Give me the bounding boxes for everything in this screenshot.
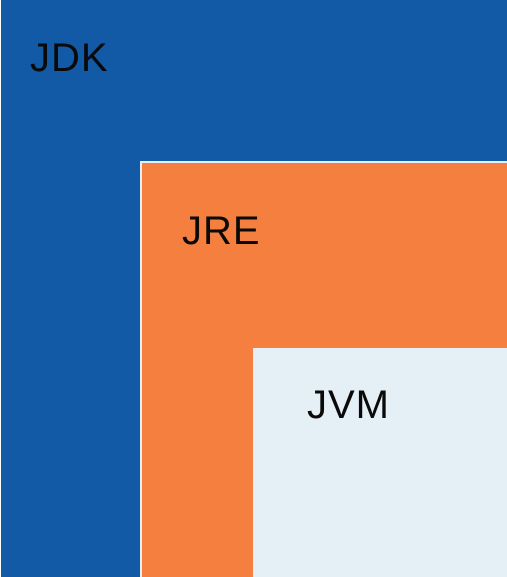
jvm-box bbox=[253, 348, 507, 577]
jvm-label: JVM bbox=[307, 383, 390, 427]
jre-label: JRE bbox=[182, 209, 261, 253]
jdk-label: JDK bbox=[30, 36, 109, 80]
